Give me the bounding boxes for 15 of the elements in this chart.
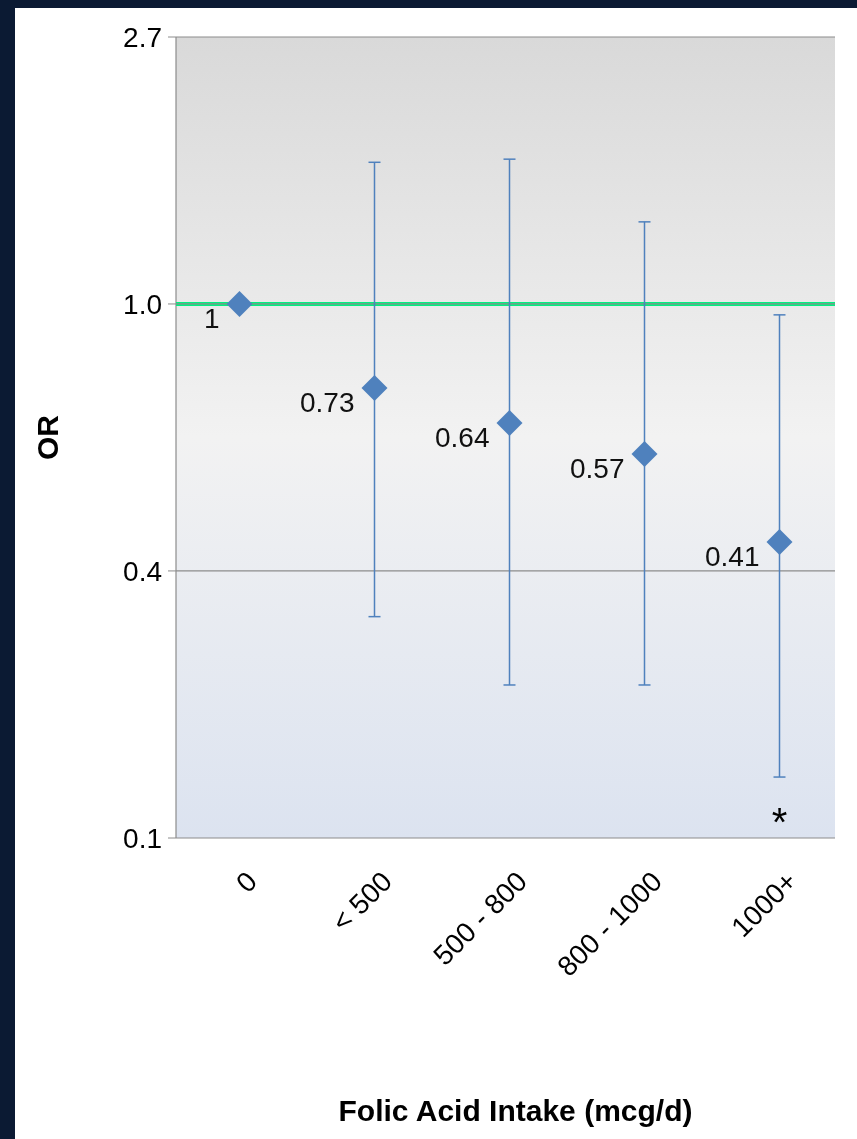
- x-tick-label: < 500: [325, 865, 398, 938]
- y-tick-label: 0.4: [123, 555, 162, 587]
- data-label: 0.57: [570, 453, 625, 485]
- data-label: 1: [203, 302, 220, 334]
- y-tick-label: 0.1: [123, 822, 162, 854]
- data-label: 0.64: [435, 422, 490, 454]
- x-tick-label: 0: [230, 865, 263, 899]
- x-axis-title: Folic Acid Intake (mcg/d): [338, 1094, 693, 1127]
- y-tick-label: 1.0: [123, 288, 162, 320]
- data-label: 0.73: [300, 386, 355, 418]
- x-tick-label: 500 - 800: [427, 865, 533, 972]
- y-axis-title: OR: [31, 414, 64, 460]
- annotation: *: [771, 800, 788, 844]
- y-tick-label: 2.7: [123, 21, 162, 53]
- data-label: 0.41: [705, 541, 760, 572]
